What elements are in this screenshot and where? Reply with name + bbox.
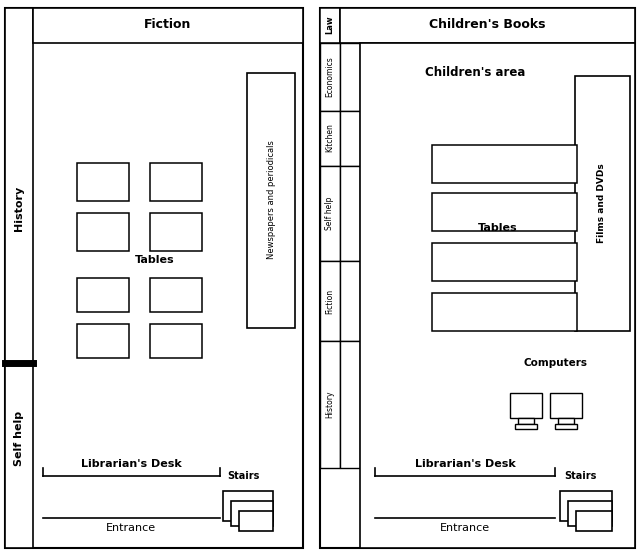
Bar <box>223 491 273 521</box>
Text: Stairs: Stairs <box>564 471 596 481</box>
Bar <box>231 501 273 526</box>
Text: Tables: Tables <box>478 223 518 233</box>
Bar <box>150 324 202 358</box>
Bar <box>340 43 360 111</box>
Text: Children's Books: Children's Books <box>429 18 545 31</box>
Bar <box>550 393 582 418</box>
Text: Self help: Self help <box>326 197 335 230</box>
Bar <box>575 76 630 331</box>
Bar <box>555 424 577 429</box>
Bar <box>432 293 577 331</box>
Text: Librarian's Desk: Librarian's Desk <box>81 459 181 469</box>
Bar <box>510 393 542 418</box>
Bar <box>320 111 340 166</box>
Bar <box>150 163 202 201</box>
Bar <box>568 501 612 526</box>
Text: Entrance: Entrance <box>106 523 156 533</box>
Bar <box>247 73 295 328</box>
Bar <box>320 8 340 43</box>
Text: Economics: Economics <box>326 57 335 97</box>
Text: Films and DVDs: Films and DVDs <box>598 163 607 243</box>
Text: Entrance: Entrance <box>440 523 490 533</box>
Text: Computers: Computers <box>523 358 587 368</box>
Bar <box>320 166 340 261</box>
Text: History: History <box>14 185 24 231</box>
Bar <box>360 43 635 548</box>
Bar <box>77 324 129 358</box>
Text: Fiction: Fiction <box>326 288 335 314</box>
Bar <box>432 243 577 281</box>
Bar <box>560 491 612 521</box>
Bar <box>320 341 340 468</box>
Text: Fiction: Fiction <box>144 18 192 31</box>
Bar <box>239 511 273 531</box>
Text: History: History <box>326 390 335 418</box>
Bar <box>432 193 577 231</box>
Bar <box>432 145 577 183</box>
Text: Tables: Tables <box>135 255 175 265</box>
Bar <box>150 213 202 251</box>
Bar <box>33 8 303 43</box>
Bar <box>515 424 537 429</box>
Bar <box>320 8 635 548</box>
Bar <box>558 418 574 424</box>
Bar <box>340 261 360 341</box>
Bar <box>77 163 129 201</box>
Bar <box>77 213 129 251</box>
Bar <box>150 278 202 312</box>
Bar <box>340 8 635 43</box>
Text: Law: Law <box>326 16 335 34</box>
Text: Newspapers and periodicals: Newspapers and periodicals <box>266 141 275 259</box>
Text: Librarian's Desk: Librarian's Desk <box>415 459 515 469</box>
Text: Stairs: Stairs <box>227 471 259 481</box>
Bar <box>340 166 360 261</box>
Bar <box>5 8 303 548</box>
Bar <box>340 111 360 166</box>
Text: Children's area: Children's area <box>426 67 525 80</box>
Bar <box>320 261 340 341</box>
Bar <box>320 43 340 111</box>
Text: Kitchen: Kitchen <box>326 124 335 152</box>
Bar <box>576 511 612 531</box>
Bar <box>77 278 129 312</box>
Bar <box>340 341 360 468</box>
Bar <box>5 8 33 548</box>
Bar <box>518 418 534 424</box>
Text: Self help: Self help <box>14 410 24 465</box>
